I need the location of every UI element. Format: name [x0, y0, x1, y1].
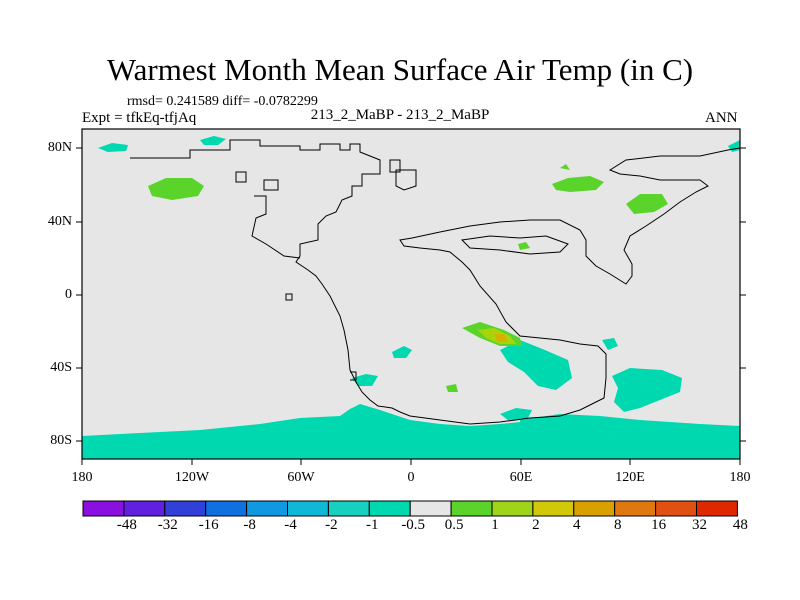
lat-label-40s: 40S: [50, 360, 72, 375]
coastline-hudson: [389, 159, 401, 173]
colorbar-label: 32: [692, 517, 707, 533]
coastline-antarctic: [350, 371, 357, 381]
colorbar-label: -2: [325, 517, 338, 533]
lat-label-80n: 80N: [47, 140, 72, 155]
colorbar-label: 8: [613, 517, 622, 533]
coastline-small-island: [285, 293, 293, 301]
map-title: Warmest Month Mean Surface Air Temp (in …: [106, 52, 694, 87]
colorbar-label: -0.5: [401, 517, 426, 533]
colorbar-box: [450, 500, 493, 517]
colorbar-box: [368, 500, 411, 517]
colorbar-box: [532, 500, 575, 517]
lon-label-180e: 180: [729, 470, 751, 485]
colorbar-label: 0.5: [444, 517, 464, 533]
cyan-patch-se-pacific: [352, 374, 378, 386]
colorbar-box: [655, 500, 697, 517]
colorbar-box: [205, 500, 248, 517]
lat-label-80s: 80S: [50, 433, 72, 448]
lon-label-180w: 180: [71, 470, 93, 485]
colorbar-label: -8: [243, 517, 256, 533]
coastline-north-america: [130, 139, 741, 425]
colorbar-box: [123, 500, 166, 517]
colorbar-label: 1: [491, 517, 499, 533]
cyan-patch-arctic-west: [98, 143, 128, 152]
experiment-label: Expt = tfkEq-tfjAq: [82, 110, 197, 126]
colorbar-box: [614, 500, 657, 517]
green-patch-caspian: [518, 242, 530, 250]
colorbar-label: -16: [198, 517, 219, 533]
green-patch-ne-asia: [626, 194, 668, 214]
cyan-patch-s-atlantic: [392, 346, 412, 358]
green-patch-arctic-east: [560, 164, 570, 170]
stats-label: rmsd= 0.241589 diff= -0.0782299: [127, 94, 318, 109]
colorbar-box: [82, 500, 125, 517]
colorbar-box: [287, 500, 329, 517]
coastline-arctic-island: [263, 179, 279, 191]
green-patch-n-pacific: [148, 178, 204, 200]
cyan-patch-australia-south: [612, 368, 682, 412]
green-patch-siberia: [552, 176, 604, 192]
map-ticks: [76, 147, 746, 465]
coastline-scandinavia: [395, 169, 417, 191]
colorbar-label: 4: [573, 517, 581, 533]
antarctic-cyan-patch-2: [520, 414, 740, 434]
cyan-patch-australia-small: [602, 338, 618, 350]
cyan-patch-southern-ocean: [500, 408, 532, 420]
cyan-patch-arctic-greenland: [200, 136, 226, 145]
colorbar-box: [246, 500, 289, 517]
colorbar-label: -4: [284, 517, 297, 533]
colorbar-box: [409, 500, 452, 517]
colorbar-box: [327, 500, 370, 517]
lon-label-60e: 60E: [509, 470, 533, 485]
antarctic-cyan-region: [82, 404, 740, 459]
lon-label-120e: 120E: [615, 470, 645, 485]
coastlines: [130, 139, 741, 425]
center-label: 213_2_MaBP - 213_2_MaBP: [310, 107, 490, 123]
yellow-patch: [494, 334, 508, 342]
cyan-patch-s-indian: [500, 340, 572, 390]
colorbar-box: [573, 500, 616, 517]
lon-label-0: 0: [407, 470, 415, 485]
colorbar-box: [164, 500, 207, 517]
lat-label-0: 0: [65, 287, 72, 302]
coastline-west-coast: [251, 195, 301, 259]
green-patch-small-s: [446, 384, 458, 392]
colorbar-box: [491, 500, 534, 517]
colorbar-label: 16: [651, 517, 667, 533]
coastline-mediterranean: [460, 235, 569, 255]
colorbar-label: -48: [116, 517, 137, 533]
season-label: ANN: [705, 110, 738, 126]
lat-label-40n: 40N: [47, 214, 72, 229]
colorbar-label: 2: [532, 517, 540, 533]
colorbar-label: -1: [366, 517, 379, 533]
colorbar: [82, 500, 738, 517]
coastline-greenland-block: [235, 171, 247, 183]
lon-label-120w: 120W: [174, 470, 210, 485]
colorbar-box: [696, 500, 738, 517]
colorbar-label: -32: [157, 517, 178, 533]
colorbar-label: 48: [732, 517, 748, 533]
lon-label-60w: 60W: [287, 470, 315, 485]
